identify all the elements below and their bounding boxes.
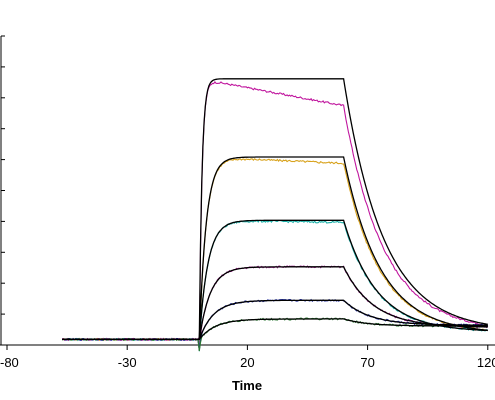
data-trace bbox=[62, 219, 489, 352]
tick-labels: -80 -30 20 70 120 bbox=[0, 355, 495, 370]
fit-curve bbox=[62, 318, 488, 341]
data-trace bbox=[62, 81, 488, 351]
x-tick-label: -30 bbox=[118, 355, 137, 370]
data-trace bbox=[62, 265, 489, 351]
fit-curve bbox=[62, 219, 488, 341]
axes bbox=[0, 35, 495, 350]
fit-curve bbox=[62, 266, 488, 341]
sensorgram-curves bbox=[61, 78, 489, 352]
data-trace bbox=[62, 298, 489, 350]
x-axis-title: Time bbox=[232, 378, 262, 393]
x-tick-label: 20 bbox=[240, 355, 254, 370]
fit-curve bbox=[62, 156, 488, 341]
x-tick-label: -80 bbox=[0, 355, 19, 370]
x-tick-label: 70 bbox=[360, 355, 374, 370]
x-tick-label: 120 bbox=[477, 355, 495, 370]
data-trace bbox=[61, 317, 489, 352]
